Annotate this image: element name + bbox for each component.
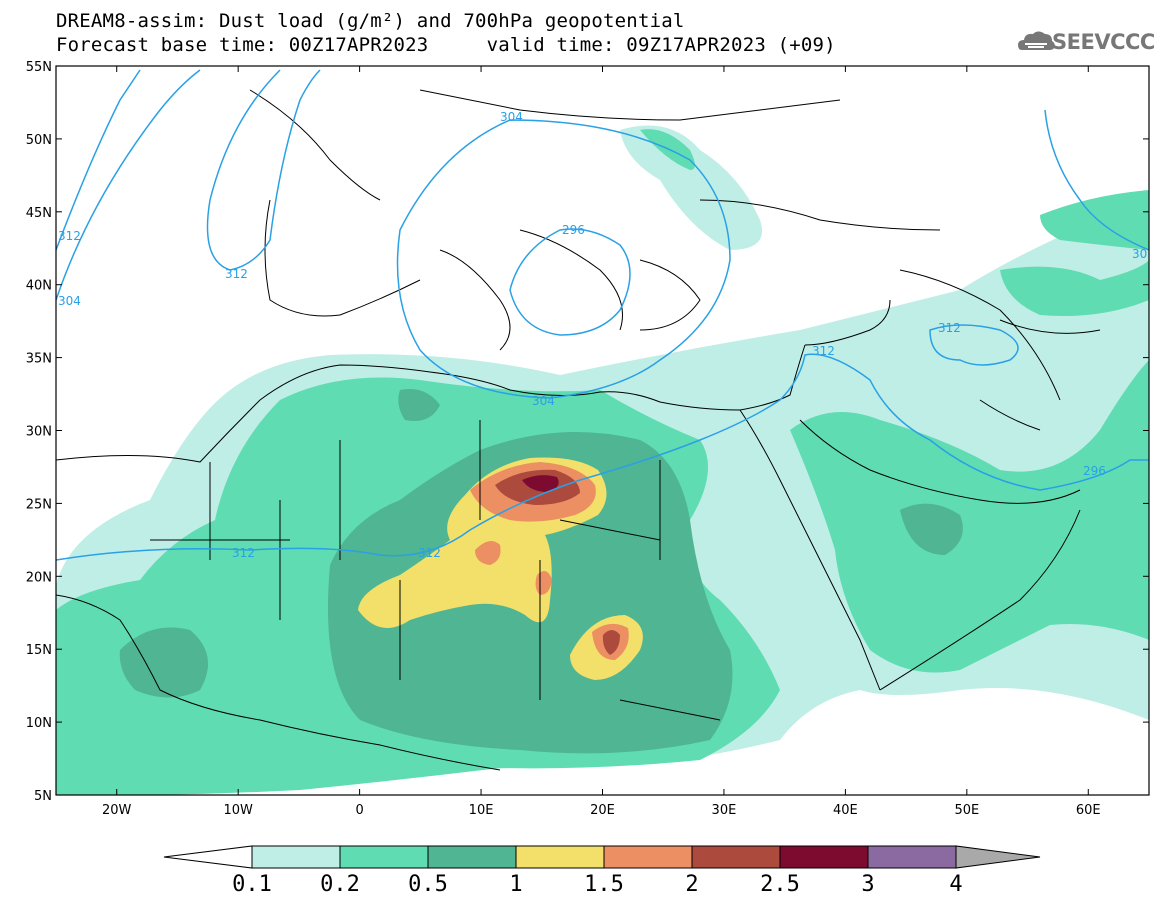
contour-label: 312: [812, 344, 835, 358]
dust-0.5-region: [398, 389, 440, 421]
dust-fields: [56, 125, 1149, 795]
contour-label: 296: [562, 223, 585, 237]
colorbar-label: 2: [685, 872, 698, 897]
contour-label: 304: [58, 294, 81, 308]
lat-tick-label: 10N: [26, 716, 52, 731]
map-subtitle: Forecast base time: 00Z17APR2023 valid t…: [56, 34, 836, 56]
dust-0.1-region: [620, 125, 762, 250]
contour-label: 296: [1083, 464, 1106, 478]
colorbar-label: 1: [509, 872, 522, 897]
contour-label: 312: [938, 321, 961, 335]
colorbar-under-triangle: [163, 845, 253, 869]
lat-tick-label: 55N: [26, 60, 52, 75]
lat-tick-label: 50N: [26, 133, 52, 148]
lat-tick-label: 30N: [26, 425, 52, 440]
longitude-axis: 20W 10W 0 10E 20E 30E 40E 50E 60E: [102, 66, 1101, 818]
dust-2.5-region: [522, 475, 559, 492]
lon-tick-label: 50E: [954, 803, 979, 818]
lon-tick-label: 30E: [712, 803, 737, 818]
geopotential-contours: [56, 69, 1149, 561]
contour-label: 312: [225, 267, 248, 281]
colorbar-label: 2.5: [760, 872, 800, 897]
colorbar-over-triangle: [955, 845, 1041, 869]
dust-0.2-region: [640, 129, 695, 170]
lat-tick-label: 40N: [26, 279, 52, 294]
lon-tick-label: 20W: [102, 803, 132, 818]
contour-label: 30: [1132, 247, 1147, 261]
lon-tick-label: 40E: [833, 803, 858, 818]
lon-tick-label: 60E: [1076, 803, 1101, 818]
lat-tick-label: 45N: [26, 206, 52, 221]
colorbar-label: 4: [949, 872, 962, 897]
dust-0.2-region: [790, 360, 1149, 673]
colorbar-segment: [339, 845, 429, 869]
colorbar-segment: [427, 845, 517, 869]
colorbar: 0.1 0.2 0.5 1 1.5 2 2.5 3 4: [163, 845, 1041, 897]
dust-1.5-region: [475, 541, 501, 565]
latitude-axis: 55N 50N 45N 40N 35N 30N 25N 20N 15N 10N 5N: [26, 60, 1149, 804]
dust-2-region: [602, 630, 620, 655]
colorbar-label: 0.5: [408, 872, 448, 897]
contour-label: 304: [532, 394, 555, 408]
contour-label: 312: [232, 546, 255, 560]
colorbar-segment: [867, 845, 957, 869]
colorbar-segment: [515, 845, 605, 869]
coastlines: [56, 89, 1101, 771]
contour-label: 312: [418, 546, 441, 560]
lat-tick-label: 5N: [34, 789, 52, 804]
colorbar-segment: [779, 845, 869, 869]
colorbar-segment: [603, 845, 693, 869]
dust-0.5-region: [119, 627, 208, 698]
dust-0.2-region: [1000, 260, 1149, 316]
colorbar-segment: [691, 845, 781, 869]
colorbar-label: 1.5: [584, 872, 624, 897]
cloud-logo-icon: [1018, 31, 1055, 50]
colorbar-segment: [251, 845, 341, 869]
colorbar-label: 3: [861, 872, 874, 897]
contour-label: 304: [500, 110, 523, 124]
lat-tick-label: 20N: [26, 570, 52, 585]
colorbar-label: 0.1: [232, 872, 272, 897]
lon-tick-label: 0: [355, 803, 363, 818]
dust-0.2-region: [1040, 190, 1149, 250]
lat-tick-label: 25N: [26, 497, 52, 512]
dust-0.5-region: [900, 503, 963, 555]
lat-tick-label: 15N: [26, 643, 52, 658]
map-title: DREAM8-assim: Dust load (g/m²) and 700hP…: [56, 10, 685, 32]
contour-labels: 304 296 312 304 312 312 312 312 296 304 …: [58, 110, 1147, 560]
lon-tick-label: 10W: [223, 803, 253, 818]
logo-text: SEEVCCC: [1052, 30, 1155, 54]
lon-tick-label: 20E: [590, 803, 615, 818]
lat-tick-label: 35N: [26, 352, 52, 367]
contour-label: 312: [58, 229, 81, 243]
colorbar-label: 0.2: [320, 872, 360, 897]
lon-tick-label: 10E: [469, 803, 494, 818]
